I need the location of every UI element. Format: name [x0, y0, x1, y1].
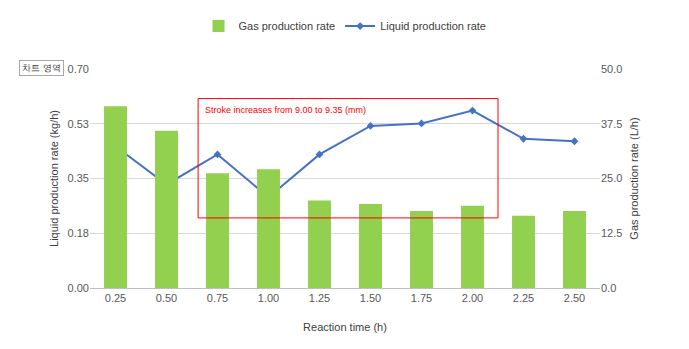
svg-text:0.00: 0.00 — [68, 282, 89, 294]
svg-text:Liquid production rate: Liquid production rate — [380, 20, 486, 32]
svg-text:0.18: 0.18 — [68, 227, 89, 239]
svg-text:50.0: 50.0 — [601, 63, 622, 75]
svg-text:37.5: 37.5 — [601, 118, 622, 130]
svg-text:1.75: 1.75 — [411, 292, 432, 304]
svg-text:Gas production rate: Gas production rate — [239, 20, 336, 32]
svg-text:차트 영역: 차트 영역 — [22, 63, 61, 73]
svg-text:0.0: 0.0 — [601, 282, 616, 294]
svg-text:25.0: 25.0 — [601, 172, 622, 184]
svg-text:0.70: 0.70 — [68, 63, 89, 75]
svg-text:12.5: 12.5 — [601, 227, 622, 239]
svg-text:1.00: 1.00 — [258, 292, 279, 304]
svg-text:0.35: 0.35 — [68, 172, 89, 184]
svg-text:2.25: 2.25 — [513, 292, 534, 304]
svg-text:Reaction time (h): Reaction time (h) — [303, 321, 387, 333]
svg-text:Stroke increases from 9.00 to: Stroke increases from 9.00 to 9.35 (mm) — [205, 105, 366, 115]
svg-text:Gas production rate (L/h): Gas production rate (L/h) — [628, 117, 640, 239]
svg-text:0.25: 0.25 — [105, 292, 126, 304]
svg-text:1.25: 1.25 — [309, 292, 330, 304]
svg-text:2.50: 2.50 — [564, 292, 585, 304]
svg-text:0.53: 0.53 — [68, 118, 89, 130]
svg-text:0.75: 0.75 — [207, 292, 228, 304]
svg-text:Liquid production rate (kg/h): Liquid production rate (kg/h) — [48, 110, 60, 247]
svg-text:1.50: 1.50 — [360, 292, 381, 304]
svg-text:0.50: 0.50 — [156, 292, 177, 304]
svg-text:2.00: 2.00 — [462, 292, 483, 304]
